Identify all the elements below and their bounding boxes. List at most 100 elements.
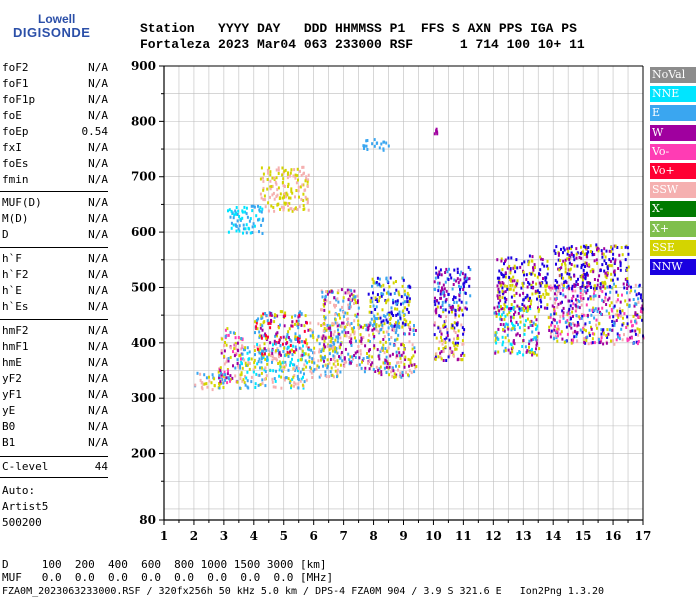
data-point — [395, 350, 398, 354]
data-point — [582, 289, 585, 293]
data-point — [586, 288, 589, 292]
x-tick-label: 14 — [545, 529, 562, 543]
data-point — [373, 144, 376, 148]
data-point — [442, 283, 445, 287]
data-point — [619, 261, 622, 265]
data-point — [560, 276, 563, 280]
data-point — [554, 301, 557, 305]
data-point — [521, 302, 524, 306]
data-point — [233, 213, 236, 217]
data-point — [275, 349, 277, 353]
data-point — [580, 275, 583, 279]
data-point — [627, 338, 630, 342]
data-point — [548, 325, 551, 329]
data-point — [282, 208, 285, 212]
data-point — [357, 306, 360, 310]
data-point — [254, 386, 257, 389]
data-point — [324, 294, 327, 298]
data-point — [333, 303, 335, 307]
param-name: D — [2, 228, 9, 241]
param-row-fof1: foF1 N/A — [2, 77, 108, 91]
data-point — [242, 357, 244, 361]
data-point — [269, 173, 272, 177]
data-point — [271, 193, 274, 197]
data-point — [300, 197, 303, 201]
data-point — [566, 257, 569, 261]
data-point — [241, 379, 244, 383]
data-point — [324, 336, 327, 340]
data-point — [250, 357, 253, 361]
data-point — [278, 374, 281, 378]
data-point — [613, 270, 615, 274]
data-point — [497, 301, 500, 305]
data-point — [437, 347, 440, 351]
data-point — [513, 313, 515, 316]
data-point — [229, 378, 232, 382]
data-point — [349, 333, 352, 337]
data-point — [405, 319, 408, 323]
data-point — [454, 315, 457, 319]
data-point — [512, 307, 515, 311]
data-point — [504, 271, 507, 275]
data-point — [572, 331, 574, 335]
data-point — [260, 314, 263, 318]
data-point — [241, 366, 244, 370]
data-point — [298, 340, 301, 344]
data-point — [587, 342, 590, 346]
data-point — [562, 293, 565, 297]
data-point — [437, 326, 440, 330]
data-point — [600, 328, 603, 332]
data-point — [229, 215, 232, 219]
data-point — [608, 304, 611, 308]
data-point — [435, 352, 438, 356]
data-point — [611, 278, 614, 282]
data-point — [226, 381, 229, 385]
data-point — [612, 315, 615, 319]
data-point — [608, 315, 611, 319]
data-point — [329, 358, 332, 361]
data-point — [534, 291, 537, 295]
data-point — [404, 332, 406, 336]
data-point — [291, 377, 294, 381]
data-point — [585, 285, 588, 289]
data-point — [603, 269, 606, 273]
data-point — [501, 281, 504, 284]
data-point — [339, 345, 341, 349]
data-point — [465, 307, 468, 311]
data-point — [498, 281, 501, 285]
data-point — [408, 332, 411, 336]
data-point — [387, 298, 390, 302]
data-point — [242, 231, 244, 235]
param-value: N/A — [88, 173, 108, 186]
data-point — [515, 320, 518, 324]
data-point — [269, 354, 272, 358]
data-point — [600, 336, 603, 340]
data-point — [331, 373, 334, 377]
data-point — [506, 333, 509, 337]
data-point — [234, 212, 237, 216]
data-point — [397, 321, 400, 325]
data-point — [467, 265, 470, 269]
data-point — [377, 316, 380, 320]
data-point — [400, 302, 402, 306]
data-point — [533, 336, 536, 340]
data-point — [277, 172, 280, 175]
data-point — [434, 276, 437, 280]
data-point — [547, 267, 550, 271]
data-point — [266, 168, 269, 172]
data-point — [451, 287, 454, 291]
data-point — [606, 273, 609, 277]
data-point — [412, 329, 415, 333]
data-point — [453, 344, 456, 348]
data-point — [501, 289, 504, 293]
data-point — [623, 333, 625, 337]
data-point — [358, 363, 361, 367]
data-point — [401, 325, 404, 329]
data-point — [606, 267, 609, 271]
data-point — [258, 334, 261, 338]
data-point — [389, 322, 392, 325]
data-point — [269, 321, 272, 325]
data-point — [560, 273, 563, 277]
data-point — [302, 344, 304, 348]
data-point — [605, 276, 608, 280]
